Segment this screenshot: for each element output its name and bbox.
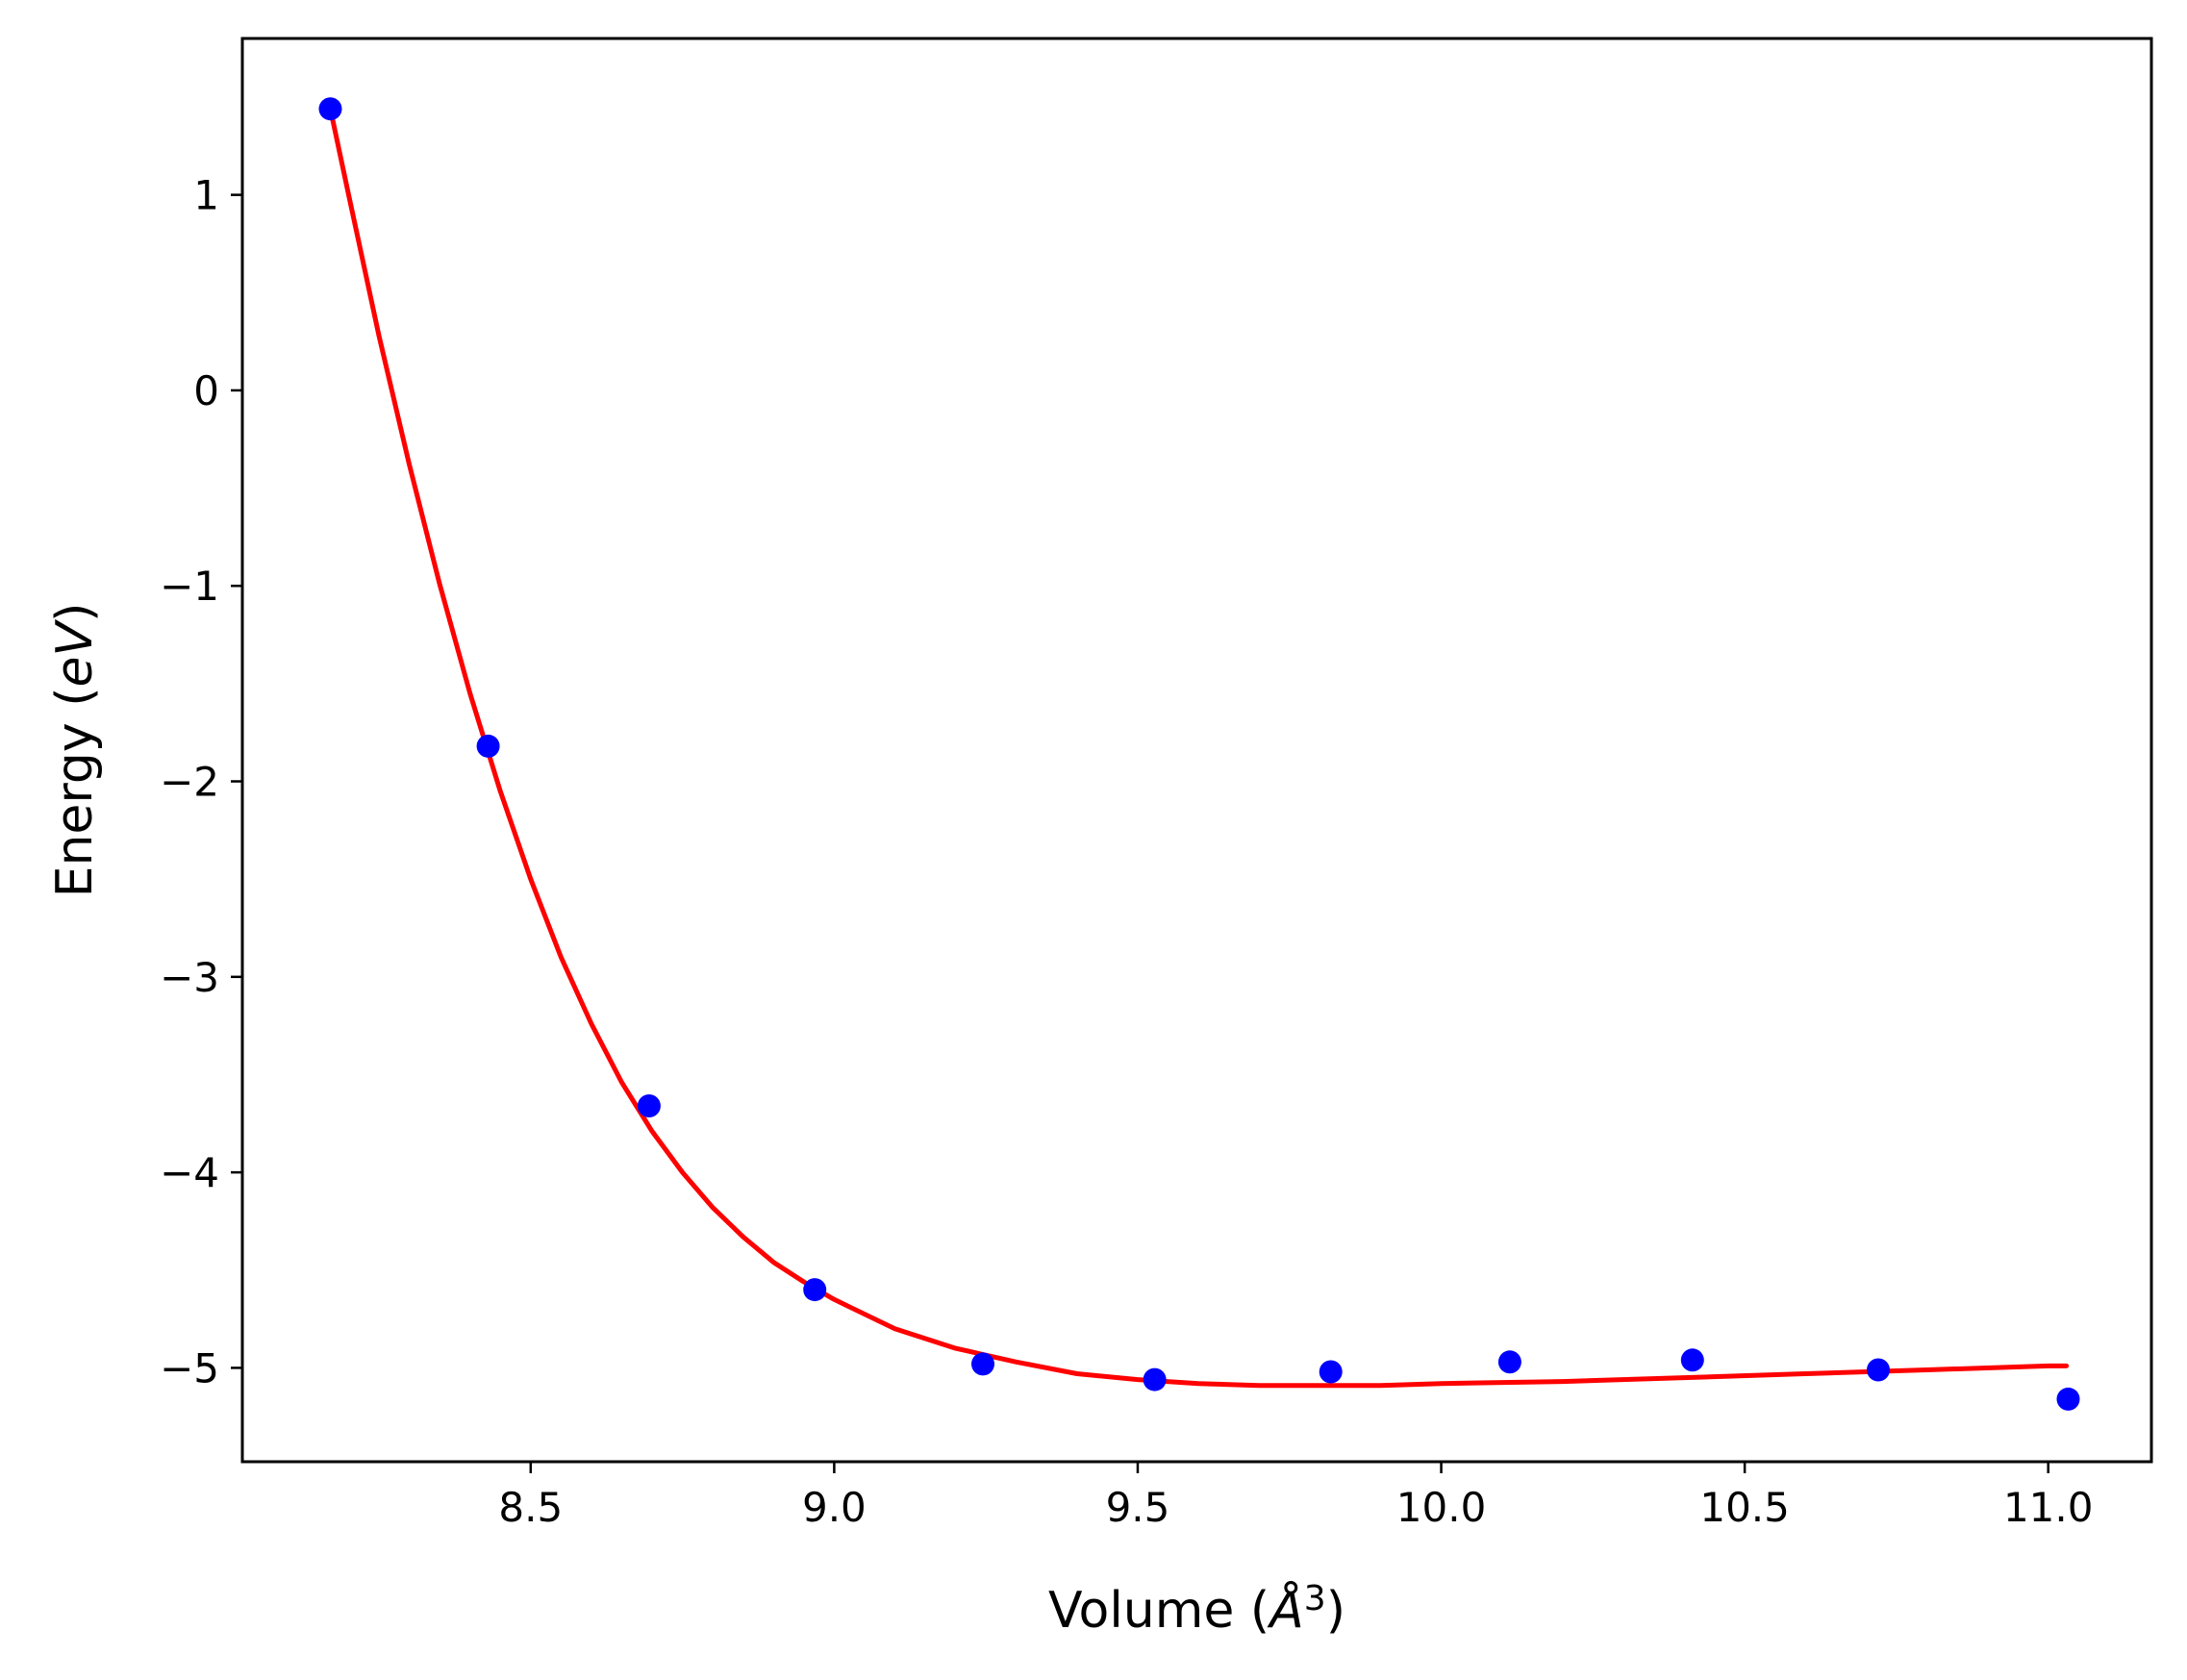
x-tick-label: 10.5 xyxy=(1699,1484,1790,1531)
x-tick-label: 11.0 xyxy=(2003,1484,2094,1531)
data-point xyxy=(1319,1360,1343,1384)
data-point xyxy=(2056,1387,2080,1411)
x-tick-label: 9.5 xyxy=(1106,1484,1170,1531)
y-axis-ticks: 1 0 −1 −2 −3 −4 −5 xyxy=(160,172,242,1392)
plot-frame xyxy=(240,37,2153,1464)
x-axis-ticks: 8.5 9.0 9.5 10.0 10.5 11.0 xyxy=(498,1462,2093,1531)
data-point xyxy=(1867,1358,1890,1382)
x-tick-label: 8.5 xyxy=(498,1484,563,1531)
data-point xyxy=(637,1094,661,1117)
data-point xyxy=(1143,1367,1167,1392)
data-point xyxy=(318,97,342,121)
data-point xyxy=(803,1278,827,1302)
x-tick-label: 10.0 xyxy=(1396,1484,1487,1531)
data-point xyxy=(476,734,500,758)
y-tick-label: −4 xyxy=(160,1149,219,1196)
y-tick-label: −2 xyxy=(160,759,219,806)
plot-content xyxy=(318,97,2080,1411)
data-point xyxy=(971,1352,994,1376)
y-tick-label: −1 xyxy=(160,563,219,610)
y-tick-label: 0 xyxy=(193,367,219,414)
x-axis-label: Volume (Å3) xyxy=(1048,1579,1345,1640)
y-axis-label: Energy (eV) xyxy=(46,603,104,898)
y-tick-label: −5 xyxy=(160,1344,219,1392)
x-tick-label: 9.0 xyxy=(802,1484,867,1531)
data-point xyxy=(1497,1350,1521,1374)
data-point xyxy=(1680,1348,1704,1372)
y-tick-label: 1 xyxy=(193,172,219,219)
y-tick-label: −3 xyxy=(160,954,219,1001)
